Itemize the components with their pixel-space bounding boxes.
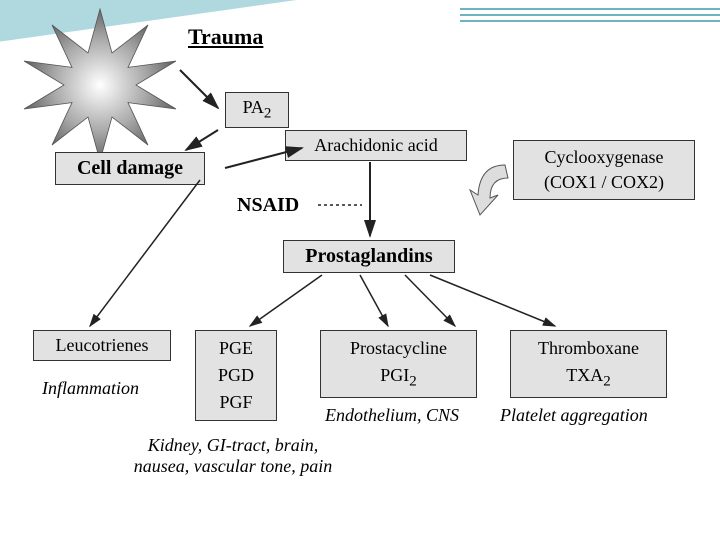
label-nsaid: NSAID <box>237 194 299 217</box>
cox-l1: Cyclooxygenase <box>545 147 664 167</box>
node-pge: PGE PGD PGF <box>195 330 277 421</box>
pa2-text: PA <box>243 97 264 117</box>
cox-l2: (COX1 / COX2) <box>544 172 664 192</box>
label-kidney: Kidney, GI-tract, brain, nausea, vascula… <box>108 435 358 477</box>
node-cox: Cyclooxygenase (COX1 / COX2) <box>513 140 695 200</box>
pge-l2: PGD <box>218 365 254 385</box>
starburst-icon <box>20 5 180 165</box>
pgi-l2: PGI <box>380 365 409 385</box>
node-pa2: PA2 <box>225 92 289 128</box>
node-prostacycline: Prostacycline PGI2 <box>320 330 477 398</box>
label-endothelium: Endothelium, CNS <box>325 405 459 426</box>
label-inflammation: Inflammation <box>42 378 139 399</box>
title-trauma: Trauma <box>188 24 263 50</box>
node-cell-damage: Cell damage <box>55 152 205 185</box>
pa2-sub: 2 <box>264 106 272 122</box>
node-thromboxane: Thromboxane TXA2 <box>510 330 667 398</box>
txa-sub: 2 <box>603 374 611 390</box>
slide-top-stripes <box>460 8 720 38</box>
pgi-l1: Prostacycline <box>350 338 447 358</box>
pgi-sub: 2 <box>409 374 417 390</box>
txa-l1: Thromboxane <box>538 338 639 358</box>
node-prostaglandins: Prostaglandins <box>283 240 455 273</box>
kidney-l1: Kidney, GI-tract, brain, <box>148 435 318 455</box>
pge-l3: PGF <box>219 392 252 412</box>
pge-l1: PGE <box>219 338 253 358</box>
node-leucotrienes: Leucotrienes <box>33 330 171 361</box>
label-platelet: Platelet aggregation <box>500 405 648 426</box>
txa-l2: TXA <box>566 365 603 385</box>
kidney-l2: nausea, vascular tone, pain <box>134 456 332 476</box>
node-arachidonic: Arachidonic acid <box>285 130 467 161</box>
